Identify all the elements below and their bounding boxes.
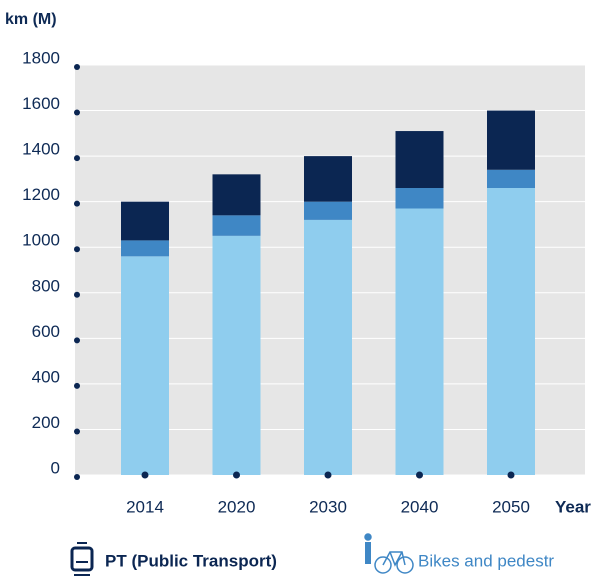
y-tick-label: 1000 bbox=[22, 231, 60, 250]
bar-segment bbox=[304, 201, 352, 220]
y-tick-label: 1600 bbox=[22, 94, 60, 113]
x-tick-label: 2030 bbox=[309, 497, 347, 516]
y-tick-dot bbox=[74, 246, 80, 253]
bar-segment bbox=[304, 156, 352, 202]
bar-segment bbox=[487, 169, 535, 188]
x-tick-label: 2020 bbox=[218, 497, 256, 516]
y-tick-dot bbox=[74, 428, 80, 435]
legend-icon-pt bbox=[70, 542, 94, 576]
y-tick-label: 800 bbox=[32, 276, 60, 295]
x-tick-label: 2014 bbox=[126, 497, 164, 516]
x-tick-dot bbox=[324, 471, 332, 479]
y-tick-label: 400 bbox=[32, 367, 60, 386]
x-tick-label: 2040 bbox=[401, 497, 439, 516]
bar-segment bbox=[212, 215, 261, 236]
x-axis-label: Year bbox=[555, 497, 591, 516]
bar-segment bbox=[487, 188, 535, 475]
x-tick-dot bbox=[141, 471, 149, 479]
legend-label: Bikes and pedestr bbox=[418, 551, 554, 570]
y-tick-dot bbox=[74, 474, 80, 480]
x-tick-dot bbox=[233, 471, 240, 479]
bar-segment bbox=[487, 110, 535, 170]
x-tick-label: 2050 bbox=[492, 497, 530, 516]
x-tick-dot bbox=[416, 471, 423, 479]
bar-segment bbox=[395, 131, 444, 188]
bar-segment bbox=[121, 201, 169, 241]
y-tick-label: 1400 bbox=[22, 140, 60, 159]
bar-segment bbox=[121, 256, 169, 475]
y-tick-dot bbox=[74, 291, 80, 298]
bar-segment bbox=[212, 174, 261, 216]
y-axis-label: km (M) bbox=[5, 11, 57, 28]
legend-label: PT (Public Transport) bbox=[105, 551, 277, 570]
x-tick-dot bbox=[507, 471, 515, 479]
y-tick-dot bbox=[74, 382, 80, 389]
y-tick-label: 200 bbox=[32, 413, 60, 432]
y-tick-label: 600 bbox=[32, 322, 60, 341]
bar-segment bbox=[395, 188, 444, 209]
bar-segment bbox=[121, 240, 169, 257]
y-tick-dot bbox=[74, 155, 80, 162]
y-tick-label: 1200 bbox=[22, 185, 60, 204]
bar-segment bbox=[304, 219, 352, 475]
y-tick-label: 1800 bbox=[22, 48, 60, 67]
y-tick-label: 0 bbox=[51, 458, 60, 477]
y-tick-dot bbox=[74, 64, 80, 70]
y-tick-dot bbox=[74, 337, 80, 344]
bar-segment bbox=[212, 235, 261, 475]
bar-segment bbox=[395, 208, 444, 475]
legend-icon-bikes bbox=[364, 533, 414, 574]
y-tick-dot bbox=[74, 109, 80, 116]
y-tick-dot bbox=[74, 200, 80, 207]
